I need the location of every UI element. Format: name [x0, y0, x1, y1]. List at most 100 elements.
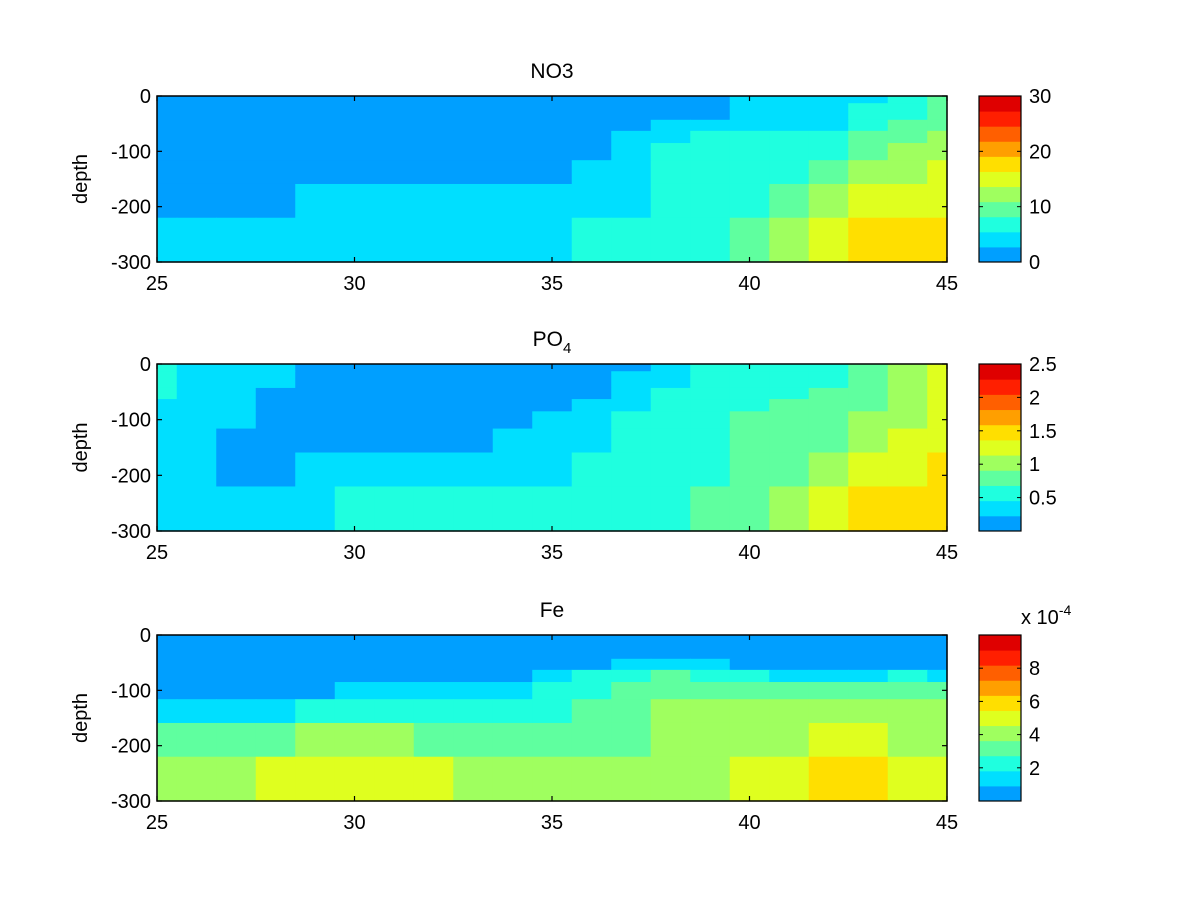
heatmap-cell [216, 658, 257, 671]
heatmap-cell [887, 364, 928, 372]
heatmap-cell [848, 642, 889, 660]
heatmap-cell [769, 722, 810, 758]
heatmap-cell [729, 411, 770, 430]
heatmap-cell [374, 160, 415, 185]
heatmap-cell [334, 486, 375, 532]
heatmap-cell [650, 371, 691, 389]
heatmap-cell [295, 411, 336, 430]
heatmap-cell [927, 699, 948, 724]
heatmap-cell [848, 669, 889, 683]
panel-no3: 25 30 35 40 45 0 -100 -200 -300 depth NO3 0 10 20 30 [70, 60, 1051, 295]
heatmap-cell [334, 722, 375, 758]
heatmap-cell [690, 699, 731, 724]
heatmap-cell [374, 387, 415, 400]
heatmap-cell [571, 387, 612, 400]
y-axis-label: depth [70, 422, 92, 472]
heatmap-cell [334, 217, 375, 263]
heatmap-cell [413, 642, 454, 660]
heatmap-cell [650, 96, 691, 104]
heatmap-cell [453, 160, 494, 185]
heatmap-cell [887, 387, 928, 400]
heatmap-cell [374, 371, 415, 389]
heatmap-cell [808, 428, 849, 454]
heatmap-cell [453, 669, 494, 683]
heatmap-cell [413, 217, 454, 263]
heatmap-cell [729, 160, 770, 185]
heatmap-cell [374, 642, 415, 660]
heatmap-cell [374, 699, 415, 724]
heatmap-cell [848, 96, 889, 104]
heatmap-cell [176, 130, 217, 144]
heatmap-cell [295, 371, 336, 389]
heatmap-cell [690, 669, 731, 683]
heatmap-cell [611, 699, 652, 724]
x-tick-label: 25 [146, 273, 168, 295]
heatmap-cell [216, 371, 257, 389]
heatmap-cell [887, 103, 928, 121]
heatmap-cell [729, 387, 770, 400]
colorbar-segment [979, 156, 1021, 172]
heatmap-cell [650, 658, 691, 671]
heatmap-cell [413, 411, 454, 430]
heatmap-cell [650, 103, 691, 121]
heatmap-cell [571, 756, 612, 802]
heatmap-cell [216, 411, 257, 430]
heatmap-cell [255, 756, 296, 802]
panel-title: PO4 [533, 328, 572, 357]
panel-title-text: PO [533, 328, 563, 351]
heatmap-cell [571, 658, 612, 671]
heatmap-cell [729, 682, 770, 700]
colorbar-segment [979, 171, 1021, 188]
heatmap-cell [492, 635, 533, 643]
heatmap-cell [157, 183, 178, 219]
heatmap-cell [532, 130, 573, 144]
x-tick-label: 35 [541, 812, 563, 834]
heatmap-cell [334, 682, 375, 700]
heatmap-cell [532, 387, 573, 400]
heatmap-cell [413, 96, 454, 104]
heatmap-cell [927, 669, 948, 683]
heatmap-cell [650, 143, 691, 161]
heatmap-cell [255, 682, 296, 700]
colorbar-tick-label: 2.5 [1029, 354, 1057, 376]
y-tick-label: -300 [111, 252, 151, 274]
heatmap-cell [176, 411, 217, 430]
y-tick-label: -200 [111, 465, 151, 487]
heatmap-cell [532, 143, 573, 161]
heatmap-cell [769, 364, 810, 372]
heatmap-cell [374, 756, 415, 802]
heatmap-cell [334, 119, 375, 132]
heatmap-cell [176, 143, 217, 161]
heatmap-cell [650, 428, 691, 454]
heatmap-cell [413, 669, 454, 683]
heatmap-cell [848, 722, 889, 758]
heatmap-cell [571, 486, 612, 532]
heatmap-cell [729, 119, 770, 132]
colorbar-segment [979, 364, 1021, 380]
heatmap-cell [887, 411, 928, 430]
heatmap-cell [848, 387, 889, 400]
heatmap-cell [255, 669, 296, 683]
x-tick-label: 45 [936, 273, 958, 295]
heatmap-cell [334, 103, 375, 121]
colorbar-segment [979, 755, 1021, 772]
heatmap-cell [157, 682, 178, 700]
heatmap-cell [690, 103, 731, 121]
heatmap-cell [453, 635, 494, 643]
heatmap-cell [255, 411, 296, 430]
heatmap-cell [492, 658, 533, 671]
heatmap-cell [571, 428, 612, 454]
heatmap-cell [157, 143, 178, 161]
heatmap-cell [927, 183, 948, 219]
heatmap-cell [690, 428, 731, 454]
heatmap-cell [611, 669, 652, 683]
heatmap-cell [927, 399, 948, 412]
heatmap-cell [492, 217, 533, 263]
heatmap-cell [571, 130, 612, 144]
heatmap-cell [769, 699, 810, 724]
colorbar-segment [979, 96, 1021, 112]
heatmap-cell [374, 428, 415, 454]
heatmap-cell [176, 364, 217, 372]
heatmap-cell [887, 119, 928, 132]
heatmap-cell [690, 411, 731, 430]
